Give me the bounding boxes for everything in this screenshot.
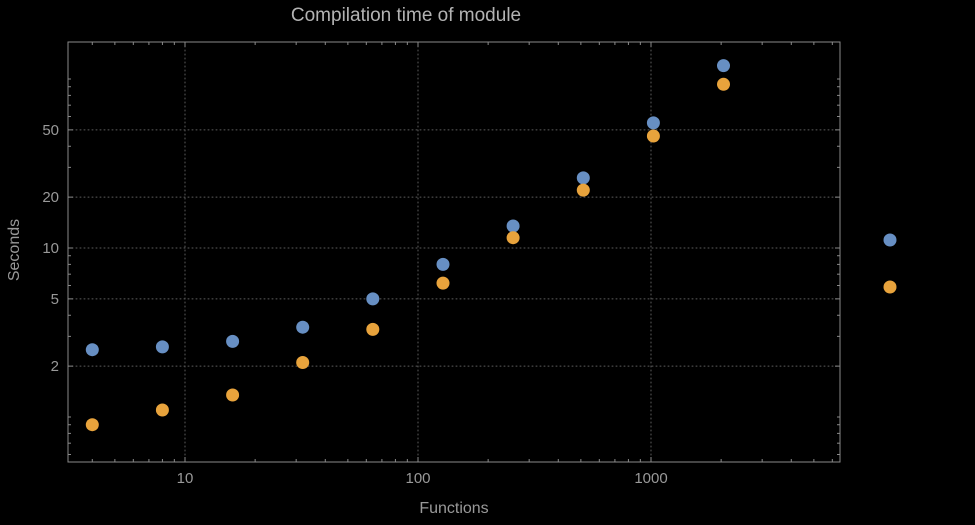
data-point-series-2-x2048 [717, 77, 730, 91]
data-point-series-2-x4 [85, 418, 99, 432]
x-tick-label: 1000 [634, 470, 667, 487]
data-point-series-2-x1024 [646, 129, 660, 143]
data-point-series-2-x256 [506, 231, 520, 245]
y-tick-label: 20 [42, 189, 59, 206]
y-axis-label: Seconds [6, 218, 23, 282]
x-axis-label: Functions [419, 500, 489, 517]
y-tick-label: 2 [51, 358, 59, 375]
data-point-series-1-x8 [155, 340, 169, 354]
plot-frame [67, 41, 841, 463]
data-point-series-2-x128 [436, 276, 450, 290]
data-point-series-2-x16 [226, 388, 240, 402]
data-point-series-1-x128 [436, 257, 450, 271]
data-point-series-1-x2048 [717, 59, 730, 73]
data-point-series-1-x32 [296, 320, 310, 334]
y-tick-label: 10 [42, 240, 59, 257]
data-point-series-1-x256 [506, 219, 520, 233]
data-point-series-1-x4 [85, 343, 99, 357]
data-point-series-1-x1024 [646, 116, 660, 130]
legend-marker-1 [883, 233, 897, 247]
data-point-series-1-x64 [366, 292, 380, 306]
data-point-series-2-x512 [576, 183, 590, 197]
legend-marker-2 [883, 280, 897, 294]
x-tick-label: 100 [405, 470, 430, 487]
chart-title: Compilation time of module [290, 5, 522, 26]
data-point-series-1-x16 [226, 334, 240, 348]
y-tick-label: 5 [51, 291, 59, 308]
data-point-series-2-x64 [366, 322, 380, 336]
y-tick-label: 50 [42, 122, 59, 139]
data-point-series-2-x8 [155, 403, 169, 417]
x-tick-label: 10 [177, 470, 194, 487]
data-point-series-2-x32 [296, 356, 310, 369]
data-point-series-1-x512 [576, 171, 590, 185]
